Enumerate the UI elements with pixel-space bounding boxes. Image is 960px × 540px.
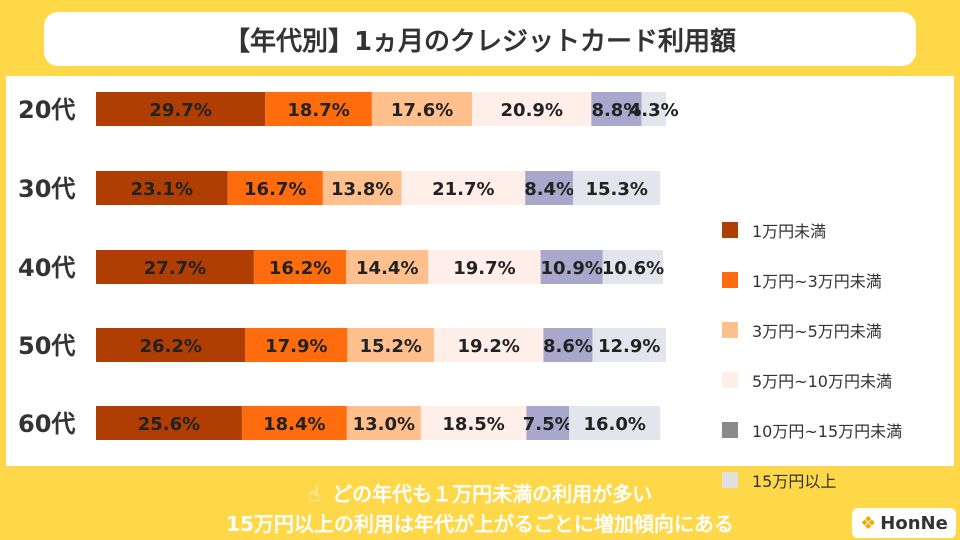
category-label-0: 20代 (18, 96, 75, 124)
brand-logo: ❖ HonNe (852, 508, 956, 538)
category-label-4: 60代 (18, 410, 75, 438)
data-label-2-5: 10.6% (602, 258, 664, 279)
bar-segment-4-4 (526, 406, 570, 440)
data-label-1-2: 13.8% (331, 179, 393, 200)
legend-label-1: 1万円~3万円未満 (752, 272, 882, 291)
data-label-2-4: 10.9% (540, 258, 602, 279)
title-banner: 【年代別】1ヵ月のクレジットカード利用額 (44, 12, 916, 66)
bar-segment-4-1 (241, 406, 347, 440)
page-title: 【年代別】1ヵ月のクレジットカード利用額 (223, 26, 737, 57)
data-label-3-0: 26.2% (139, 336, 201, 357)
legend-swatch-5 (722, 472, 738, 488)
chart-panel: 20代 29.7% 18.7% 17.6% 20.9% 8.8% 4.3% 30代 23.1% 1… (6, 76, 954, 491)
legend-label-0: 1万円未満 (752, 222, 827, 241)
legend-label-2: 3万円~5万円未満 (752, 322, 882, 341)
data-label-0-0: 29.7% (149, 100, 211, 121)
legend-swatch-2 (722, 322, 738, 338)
bar-segment-0-5 (641, 92, 666, 126)
data-label-2-2: 14.4% (356, 258, 418, 279)
legend-item-2: 3万円~5万円未満 (722, 318, 882, 342)
data-label-0-3: 20.9% (501, 100, 563, 121)
bar-segment-2-0 (96, 250, 254, 284)
bar-segment-2-4 (540, 250, 603, 284)
legend-swatch-0 (722, 222, 738, 238)
category-label-3: 50代 (18, 332, 75, 360)
bar-segment-2-3 (428, 250, 541, 284)
legend-item-3: 5万円~10万円未満 (722, 368, 892, 392)
legend-label-5: 15万円以上 (752, 472, 837, 491)
data-label-1-0: 23.1% (131, 179, 193, 200)
bar-segment-2-1 (253, 250, 347, 284)
data-label-4-0: 25.6% (138, 414, 200, 435)
bar-segment-0-4 (591, 92, 642, 126)
bar-segment-0-3 (472, 92, 592, 126)
bar-segment-4-0 (96, 406, 242, 440)
legend-item-4: 10万円~15万円未満 (722, 418, 902, 442)
legend-swatch-3 (722, 372, 738, 388)
bar-segment-3-1 (245, 328, 348, 362)
data-label-1-4: 8.4% (524, 179, 574, 200)
bar-segment-1-0 (96, 171, 228, 205)
legend-item-0: 1万円未満 (722, 218, 826, 242)
logo-text: HonNe (880, 512, 948, 534)
data-label-0-5: 4.3% (629, 100, 679, 121)
data-label-3-5: 12.9% (598, 336, 660, 357)
data-label-3-3: 19.2% (458, 336, 520, 357)
legend-swatch-1 (722, 272, 738, 288)
bar-segment-0-1 (265, 92, 372, 126)
data-label-3-4: 8.6% (543, 336, 593, 357)
legend-item-5: 15万円以上 (722, 468, 836, 492)
summary-line-1: ☝ どの年代も１万円未満の利用が多い (0, 478, 960, 507)
summary-line-2: 15万円以上の利用は年代が上がるごとに増加傾向にある (0, 508, 960, 537)
bar-segment-1-2 (322, 171, 402, 205)
data-label-0-1: 18.7% (287, 100, 349, 121)
category-label-2: 40代 (18, 254, 75, 282)
bar-segment-1-1 (227, 171, 323, 205)
summary-text-2: 15万円以上の利用は年代が上がるごとに増加傾向にある (226, 512, 734, 536)
summary-text-1: どの年代も１万円未満の利用が多い (332, 482, 653, 506)
bar-segment-1-4 (525, 171, 574, 205)
data-label-3-1: 17.9% (265, 336, 327, 357)
data-label-0-2: 17.6% (391, 100, 453, 121)
bar-segment-0-2 (371, 92, 473, 126)
data-label-3-2: 15.2% (359, 336, 421, 357)
bar-segment-2-5 (602, 250, 664, 284)
stacked-bar-chart: 20代 29.7% 18.7% 17.6% 20.9% 8.8%4.3% 30代 23.1% 1… (18, 92, 679, 440)
pointing-hand-icon: ☝ (307, 482, 321, 506)
bar-segment-3-3 (434, 328, 544, 362)
bar-segment-3-5 (592, 328, 666, 362)
data-label-2-0: 27.7% (144, 258, 206, 279)
data-label-4-2: 13.0% (353, 414, 415, 435)
data-label-1-5: 15.3% (585, 179, 647, 200)
legend-label-3: 5万円~10万円未満 (752, 372, 892, 391)
bar-segment-2-2 (346, 250, 429, 284)
data-label-4-4: 7.5% (523, 414, 573, 435)
category-label-1: 30代 (18, 175, 75, 203)
legend-item-1: 1万円~3万円未満 (722, 268, 882, 292)
data-label-4-5: 16.0% (583, 414, 645, 435)
data-label-1-3: 21.7% (432, 179, 494, 200)
bar-segment-3-4 (543, 328, 593, 362)
data-label-4-3: 18.5% (442, 414, 504, 435)
data-label-1-1: 16.7% (244, 179, 306, 200)
data-label-2-1: 16.2% (269, 258, 331, 279)
bar-segment-3-0 (96, 328, 246, 362)
data-label-4-1: 18.4% (263, 414, 325, 435)
bar-segment-1-5 (573, 171, 661, 205)
logo-mark-icon: ❖ (860, 512, 877, 534)
bar-segment-0-0 (96, 92, 266, 126)
bar-segment-4-5 (569, 406, 661, 440)
bar-segment-4-3 (420, 406, 527, 440)
legend-label-4: 10万円~15万円未満 (752, 422, 903, 441)
bar-segment-3-2 (347, 328, 435, 362)
bar-segment-1-3 (401, 171, 526, 205)
bar-segment-4-2 (346, 406, 421, 440)
data-label-2-3: 19.7% (453, 258, 515, 279)
legend-swatch-4 (722, 422, 738, 438)
data-label-0-4: 8.8% (591, 100, 641, 121)
